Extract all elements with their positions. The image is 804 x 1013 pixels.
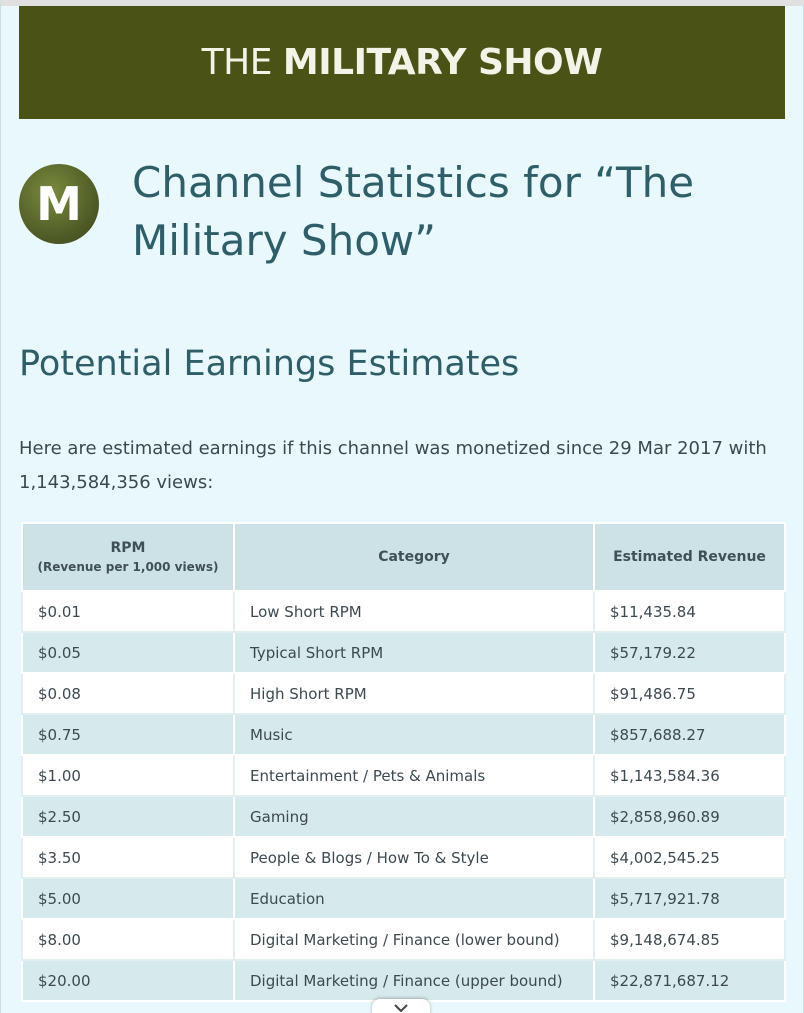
- scroll-down-button[interactable]: [372, 999, 430, 1013]
- header-rpm-label: RPM: [110, 540, 146, 556]
- chevron-down-icon: [394, 1004, 408, 1013]
- cell-category: Music: [233, 713, 595, 756]
- table-row: $20.00 Digital Marketing / Finance (uppe…: [21, 959, 786, 1002]
- table-row: $8.00 Digital Marketing / Finance (lower…: [21, 918, 786, 961]
- cell-category: Low Short RPM: [233, 590, 595, 633]
- cell-revenue: $11,435.84: [593, 590, 786, 633]
- cell-category: People & Blogs / How To & Style: [233, 836, 595, 879]
- channel-avatar: M: [19, 164, 99, 244]
- cell-revenue: $4,002,545.25: [593, 836, 786, 879]
- cell-category: Digital Marketing / Finance (lower bound…: [233, 918, 595, 961]
- cell-rpm: $0.75: [21, 713, 235, 756]
- cell-rpm: $2.50: [21, 795, 235, 838]
- cell-revenue: $91,486.75: [593, 672, 786, 715]
- header-category: Category: [233, 522, 595, 592]
- table-row: $5.00 Education $5,717,921.78: [21, 877, 786, 920]
- table-header-row: RPM (Revenue per 1,000 views) Category E…: [21, 522, 786, 592]
- table-row: $0.08 High Short RPM $91,486.75: [21, 672, 786, 715]
- cell-category: Typical Short RPM: [233, 631, 595, 674]
- cell-rpm: $8.00: [21, 918, 235, 961]
- cell-rpm: $1.00: [21, 754, 235, 797]
- cell-category: Digital Marketing / Finance (upper bound…: [233, 959, 595, 1002]
- table-row: $2.50 Gaming $2,858,960.89: [21, 795, 786, 838]
- cell-category: High Short RPM: [233, 672, 595, 715]
- table-row: $0.05 Typical Short RPM $57,179.22: [21, 631, 786, 674]
- cell-revenue: $2,858,960.89: [593, 795, 786, 838]
- cell-rpm: $5.00: [21, 877, 235, 920]
- cell-rpm: $3.50: [21, 836, 235, 879]
- cell-revenue: $857,688.27: [593, 713, 786, 756]
- cell-category: Entertainment / Pets & Animals: [233, 754, 595, 797]
- cell-category: Gaming: [233, 795, 595, 838]
- earnings-table-wrapper: RPM (Revenue per 1,000 views) Category E…: [21, 522, 786, 1002]
- header-rpm: RPM (Revenue per 1,000 views): [21, 522, 235, 592]
- cell-rpm: $0.08: [21, 672, 235, 715]
- earnings-heading: Potential Earnings Estimates: [19, 344, 520, 384]
- channel-banner: THE MILITARY SHOW: [19, 6, 785, 119]
- banner-text-light: THE: [201, 42, 273, 83]
- earnings-table: RPM (Revenue per 1,000 views) Category E…: [21, 522, 786, 1002]
- cell-revenue: $22,871,687.12: [593, 959, 786, 1002]
- cell-revenue: $1,143,584.36: [593, 754, 786, 797]
- header-rpm-sublabel: (Revenue per 1,000 views): [37, 560, 219, 574]
- cell-rpm: $20.00: [21, 959, 235, 1002]
- cell-revenue: $57,179.22: [593, 631, 786, 674]
- cell-category: Education: [233, 877, 595, 920]
- table-row: $3.50 People & Blogs / How To & Style $4…: [21, 836, 786, 879]
- avatar-letter: M: [36, 177, 82, 231]
- earnings-intro: Here are estimated earnings if this chan…: [19, 438, 767, 493]
- banner-text-bold: MILITARY SHOW: [282, 42, 603, 83]
- cell-revenue: $5,717,921.78: [593, 877, 786, 920]
- page-title: Channel Statistics for “The Military Sho…: [132, 158, 695, 265]
- table-row: $1.00 Entertainment / Pets & Animals $1,…: [21, 754, 786, 797]
- cell-rpm: $0.01: [21, 590, 235, 633]
- table-row: $0.01 Low Short RPM $11,435.84: [21, 590, 786, 633]
- table-row: $0.75 Music $857,688.27: [21, 713, 786, 756]
- banner-logo-text: THE MILITARY SHOW: [202, 42, 603, 83]
- cell-rpm: $0.05: [21, 631, 235, 674]
- cell-revenue: $9,148,674.85: [593, 918, 786, 961]
- header-revenue: Estimated Revenue: [593, 522, 786, 592]
